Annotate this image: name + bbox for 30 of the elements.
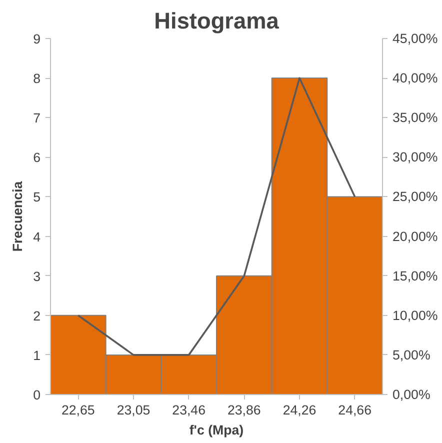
y-tick-label: 7: [33, 110, 41, 126]
y-tick-label: 4: [33, 229, 42, 244]
y2-tick-label: 25,00%: [392, 189, 438, 204]
chart-title: Histograma: [154, 8, 280, 34]
x-tick-label: 23,05: [116, 402, 150, 418]
y-tick-label: 9: [33, 32, 41, 46]
y2-tick-label: 35,00%: [392, 110, 438, 126]
x-tick-label: 22,65: [61, 402, 95, 418]
y-tick-label: 1: [33, 348, 41, 363]
x-tick-label: 24,26: [282, 402, 316, 418]
line-series: [77, 77, 356, 356]
y-tick-label: 8: [33, 71, 41, 86]
y-tick-label: 0: [33, 388, 41, 402]
y2-tick-label: 45,00%: [392, 31, 438, 46]
y2-tick-label: 10,00%: [392, 308, 438, 323]
x-axis-title: f'c (Mpa): [189, 422, 244, 438]
y2-tick-label: 30,00%: [392, 150, 438, 165]
x-tick-label: 24,66: [338, 402, 372, 418]
y2-tick-label: 40,00%: [392, 70, 438, 86]
y-tick-label: 6: [33, 150, 41, 166]
y2-tick-label: 20,00%: [392, 228, 438, 244]
y-tick-label: 2: [33, 308, 41, 324]
y2-tick-label: 15,00%: [392, 268, 438, 284]
y-tick-label: 3: [33, 268, 41, 284]
y-tick-label: 5: [33, 190, 41, 205]
y-axis-title: Frecuencia: [10, 180, 26, 252]
y2-tick-label: 5,00%: [392, 347, 430, 362]
y2-tick-label: 0,00%: [392, 387, 430, 402]
x-tick-label: 23,46: [172, 402, 206, 418]
x-tick-label: 23,86: [227, 402, 261, 418]
